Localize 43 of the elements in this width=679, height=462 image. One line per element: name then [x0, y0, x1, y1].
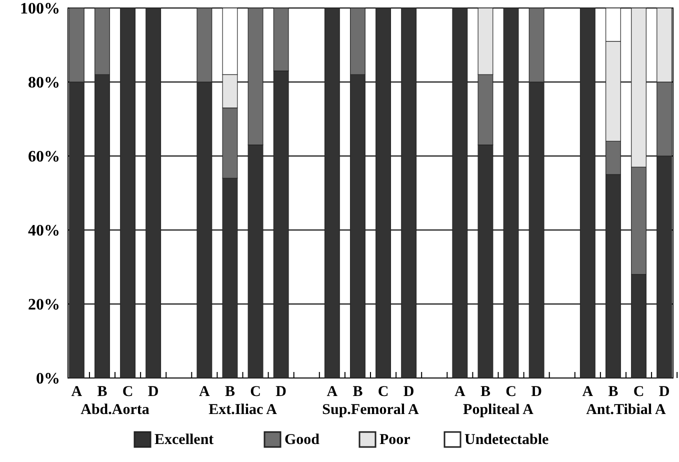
- bar: [120, 8, 136, 378]
- x-tick-label: A: [326, 384, 338, 400]
- x-tick-label: D: [658, 384, 670, 400]
- x-tick-label: C: [633, 384, 644, 400]
- bar: [376, 8, 391, 378]
- y-tick-label: 20%: [28, 296, 60, 314]
- text: Popliteal A: [463, 402, 534, 418]
- x-tick-label: B: [97, 384, 108, 400]
- x-tick-label: D: [148, 384, 159, 400]
- bar: [452, 8, 468, 378]
- x-tick-label: A: [71, 384, 82, 400]
- x-tick-label: B: [480, 384, 490, 400]
- x-tick-label: D: [403, 384, 414, 400]
- text: Abd.Aorta: [80, 402, 150, 418]
- y-tick-label: 80%: [28, 74, 60, 92]
- x-tick-label: D: [276, 384, 287, 400]
- x-tick-label: C: [506, 384, 516, 400]
- x-tick-label: B: [608, 384, 618, 400]
- text: Ant.Tibial A: [586, 402, 666, 418]
- text: Sup.Femoral A: [322, 402, 419, 418]
- legend-label: Good: [284, 432, 320, 448]
- y-tick-label: 60%: [28, 148, 60, 166]
- bar: [146, 8, 162, 378]
- x-tick-label: B: [352, 384, 363, 400]
- bar: [401, 8, 417, 378]
- x-tick-label: C: [122, 384, 134, 400]
- legend-label: Excellent: [154, 432, 214, 448]
- x-tick-label: B: [224, 384, 235, 400]
- legend-label: Poor: [380, 432, 411, 448]
- bar: [503, 8, 519, 378]
- y-tick-label: 100%: [20, 0, 60, 18]
- x-tick-label: C: [250, 384, 261, 400]
- legend-label: Undetectable: [464, 432, 549, 448]
- text: Ext.Iliac A: [208, 402, 278, 418]
- x-tick-label: A: [199, 384, 210, 400]
- bar: [324, 8, 340, 378]
- bar: [580, 8, 596, 378]
- x-tick-label: C: [378, 384, 389, 400]
- x-tick-label: A: [582, 384, 594, 400]
- x-tick-label: A: [454, 384, 466, 400]
- y-tick-label: 40%: [28, 222, 60, 240]
- y-tick-label: 0%: [36, 370, 60, 388]
- x-tick-label: D: [531, 384, 542, 400]
